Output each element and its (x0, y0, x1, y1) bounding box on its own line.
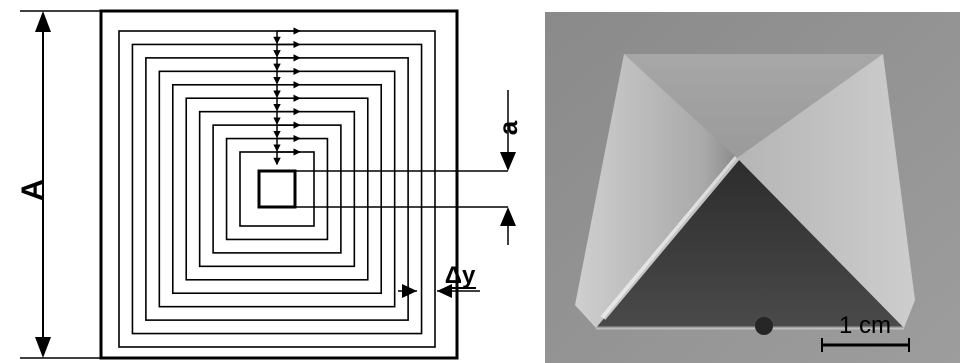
layer-arrows (273, 27, 301, 166)
outer-side-label: A (16, 179, 49, 201)
pyramid-face-right (737, 54, 915, 328)
pyramid-face-left (575, 54, 737, 328)
pyramid-photograph: 1 cm (545, 12, 960, 363)
inner-side-label: a (493, 120, 523, 135)
photo-defect (755, 317, 773, 335)
layered-square-schematic: A a Δy (16, 9, 523, 360)
outer-square (99, 9, 459, 360)
dimension-outer-side: A (16, 10, 101, 359)
scale-bar-label: 1 cm (839, 312, 891, 339)
pyramid-face-top (624, 54, 883, 158)
pyramid-face-bottom (596, 158, 904, 328)
dimension-step: Δy (398, 262, 480, 298)
inner-square (257, 169, 297, 209)
dimension-inner-side: a (295, 90, 523, 245)
scale-bar: 1 cm (821, 312, 910, 352)
step-label: Δy (445, 262, 476, 289)
